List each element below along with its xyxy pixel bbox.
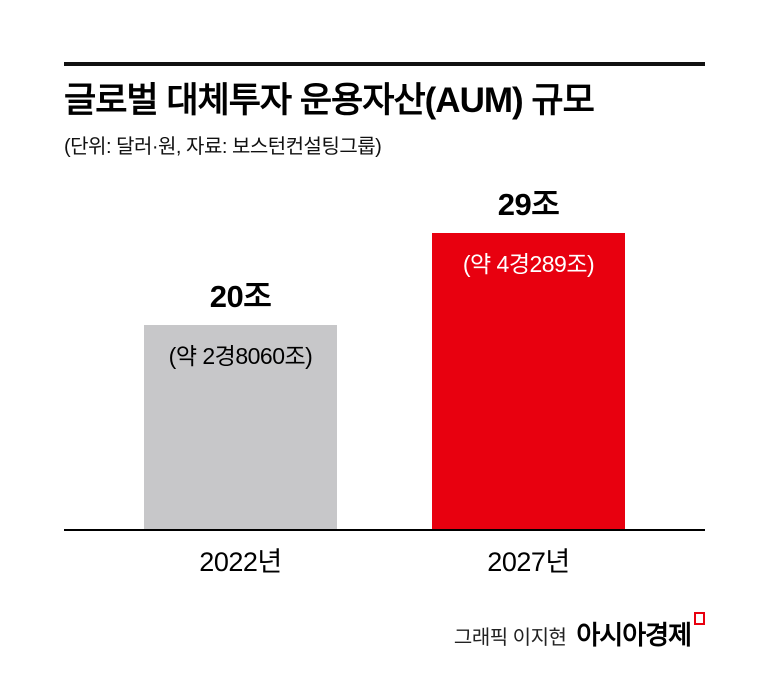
value-label-2027: 29조: [497, 187, 560, 223]
chart-subtitle-unit-source: (단위: 달러·원, 자료: 보스턴컨설팅그룹): [64, 136, 382, 159]
bar-group-2022: 20조 (약 2경8060조): [144, 271, 337, 530]
publisher-logo-text: 아시아경제: [576, 620, 692, 651]
publisher-logo-red-mark-icon: [694, 612, 705, 626]
bar-2022: (약 2경8060조): [144, 325, 337, 530]
category-label-2022: 2022년: [199, 547, 282, 578]
converted-value-label-2027: (약 4경289조): [462, 251, 595, 278]
value-label-2022: 20조: [209, 279, 272, 315]
bar-2027: (약 4경289조): [432, 233, 625, 530]
category-label-2027: 2027년: [487, 547, 570, 578]
bars-row: 20조 (약 2경8060조) 29조 (약 4경289조): [64, 179, 705, 530]
publisher-logo: 아시아경제: [576, 612, 705, 652]
chart-title: 글로벌 대체투자 운용자산(AUM) 규모: [64, 81, 595, 120]
credit-footer: 그래픽 이지현 아시아경제: [64, 612, 705, 652]
graphic-credit: 그래픽 이지현: [453, 627, 567, 650]
bar-group-2027: 29조 (약 4경289조): [432, 179, 625, 530]
bar-chart: 20조 (약 2경8060조) 29조 (약 4경289조) 2022년 202…: [64, 181, 705, 579]
top-divider-rule: [64, 62, 705, 66]
x-axis-line: [64, 529, 705, 532]
converted-value-label-2022: (약 2경8060조): [168, 343, 313, 370]
category-axis-row: 2022년 2027년: [64, 540, 705, 579]
